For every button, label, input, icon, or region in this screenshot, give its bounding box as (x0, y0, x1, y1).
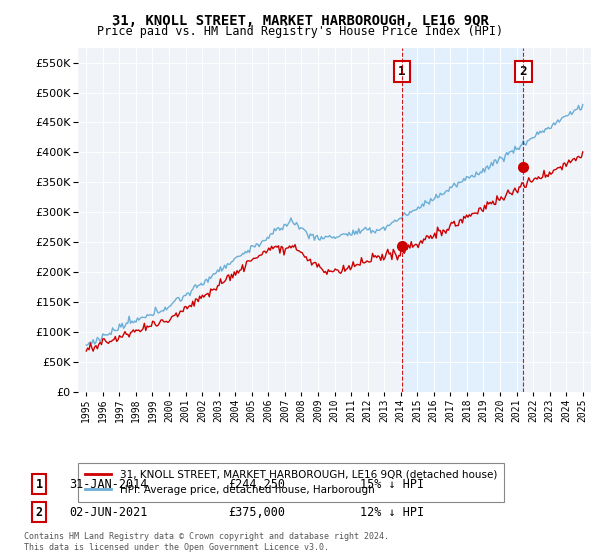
Text: 1: 1 (35, 478, 43, 491)
Text: 31-JAN-2014: 31-JAN-2014 (69, 478, 148, 491)
Text: 1: 1 (398, 65, 406, 78)
Legend: 31, KNOLL STREET, MARKET HARBOROUGH, LE16 9QR (detached house), HPI: Average pri: 31, KNOLL STREET, MARKET HARBOROUGH, LE1… (78, 463, 505, 502)
Text: Contains HM Land Registry data © Crown copyright and database right 2024.
This d: Contains HM Land Registry data © Crown c… (24, 532, 389, 552)
Text: £375,000: £375,000 (228, 506, 285, 519)
Text: 12% ↓ HPI: 12% ↓ HPI (360, 506, 424, 519)
Text: £244,250: £244,250 (228, 478, 285, 491)
Text: 2: 2 (520, 65, 527, 78)
Text: 15% ↓ HPI: 15% ↓ HPI (360, 478, 424, 491)
Text: 31, KNOLL STREET, MARKET HARBOROUGH, LE16 9QR: 31, KNOLL STREET, MARKET HARBOROUGH, LE1… (112, 14, 488, 28)
Text: 02-JUN-2021: 02-JUN-2021 (69, 506, 148, 519)
Text: 2: 2 (35, 506, 43, 519)
Bar (402, 48, 523, 392)
Text: Price paid vs. HM Land Registry's House Price Index (HPI): Price paid vs. HM Land Registry's House … (97, 25, 503, 38)
